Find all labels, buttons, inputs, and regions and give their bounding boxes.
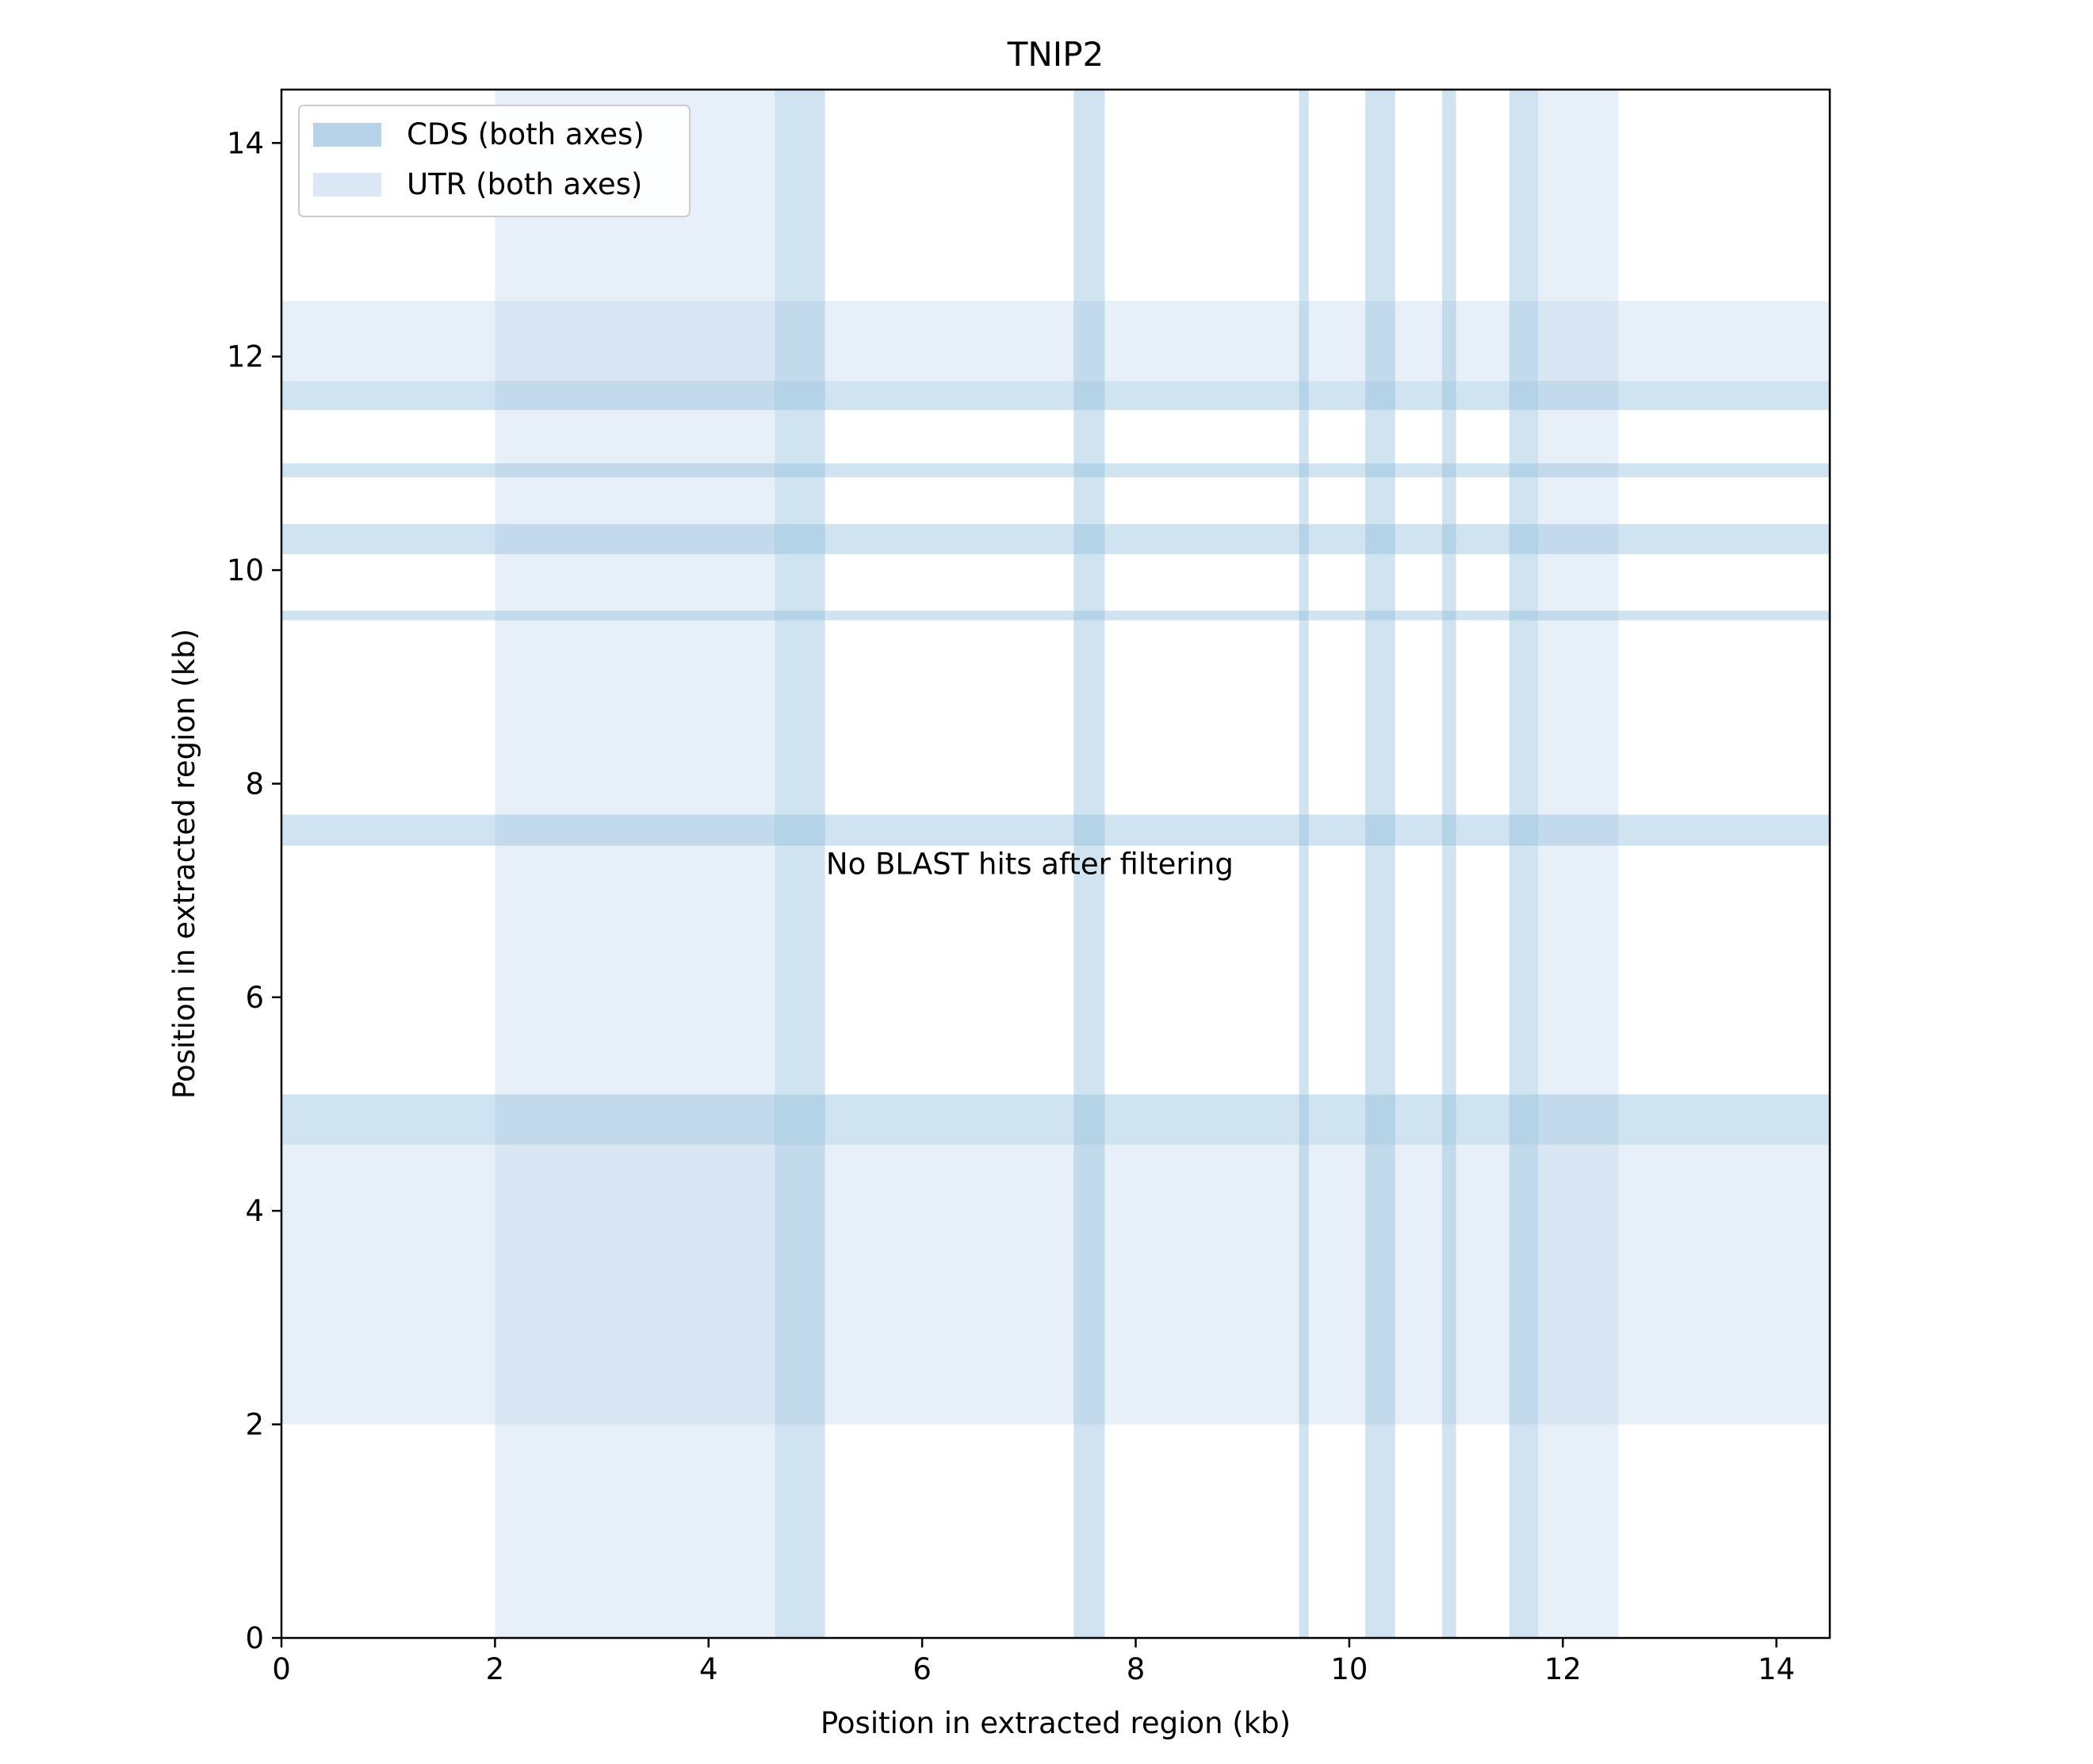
cds-band-vertical-5 <box>1509 90 1539 1638</box>
x-axis-label: Position in extracted region (kb) <box>821 1706 1291 1740</box>
utr-band-vertical-1 <box>1538 90 1619 1638</box>
chart-title: TNIP2 <box>1007 35 1104 74</box>
y-axis-label: Position in extracted region (kb) <box>167 629 201 1099</box>
cds-band-vertical-3 <box>1365 90 1395 1638</box>
y-tick-label-1: 2 <box>245 1408 264 1442</box>
legend-label-utr: UTR (both axes) <box>407 167 642 201</box>
x-tick-label-7: 14 <box>1758 1652 1795 1686</box>
x-tick-label-5: 10 <box>1330 1652 1368 1686</box>
cds-band-vertical-4 <box>1442 90 1456 1638</box>
legend-swatch-utr <box>313 173 381 197</box>
utr-band-horizontal-1 <box>281 300 1830 381</box>
cds-band-vertical-2 <box>1299 90 1309 1638</box>
x-tick-label-1: 2 <box>486 1652 505 1686</box>
cds-band-horizontal-4 <box>281 463 1830 477</box>
cds-band-horizontal-2 <box>281 610 1830 621</box>
cds-band-horizontal-1 <box>281 814 1830 846</box>
y-tick-label-4: 8 <box>245 767 264 801</box>
x-tick-label-3: 6 <box>913 1652 932 1686</box>
utr-bands <box>281 90 1830 1638</box>
x-tick-label-6: 12 <box>1544 1652 1582 1686</box>
legend-label-cds: CDS (both axes) <box>407 117 645 151</box>
no-hits-annotation: No BLAST hits after filtering <box>826 848 1234 882</box>
x-tick-label-2: 4 <box>699 1652 718 1686</box>
legend-swatch-cds <box>313 123 381 147</box>
axis-ticks: 0 2 4 6 8 10 12 14 0 2 4 6 8 10 12 14 <box>227 126 1795 1686</box>
y-tick-label-6: 12 <box>227 340 264 374</box>
cds-band-vertical-1 <box>1073 90 1105 1638</box>
x-tick-label-4: 8 <box>1127 1652 1146 1686</box>
y-tick-label-7: 14 <box>227 126 264 160</box>
cds-band-horizontal-0 <box>281 1094 1830 1145</box>
y-tick-label-2: 4 <box>245 1194 264 1228</box>
y-tick-label-0: 0 <box>245 1621 264 1655</box>
x-tick-label-0: 0 <box>272 1652 291 1686</box>
legend-box <box>298 105 691 217</box>
cds-band-vertical-0 <box>775 90 825 1638</box>
utr-band-horizontal-0 <box>281 1144 1830 1425</box>
legend: CDS (both axes) UTR (both axes) <box>298 105 691 217</box>
utr-band-vertical-0 <box>495 90 775 1638</box>
plot-frame <box>280 88 1831 1640</box>
cds-band-horizontal-5 <box>281 381 1830 411</box>
cds-band-horizontal-3 <box>281 524 1830 554</box>
cds-bands <box>281 90 1830 1638</box>
y-tick-label-5: 10 <box>227 553 264 587</box>
y-tick-label-3: 6 <box>245 981 264 1015</box>
